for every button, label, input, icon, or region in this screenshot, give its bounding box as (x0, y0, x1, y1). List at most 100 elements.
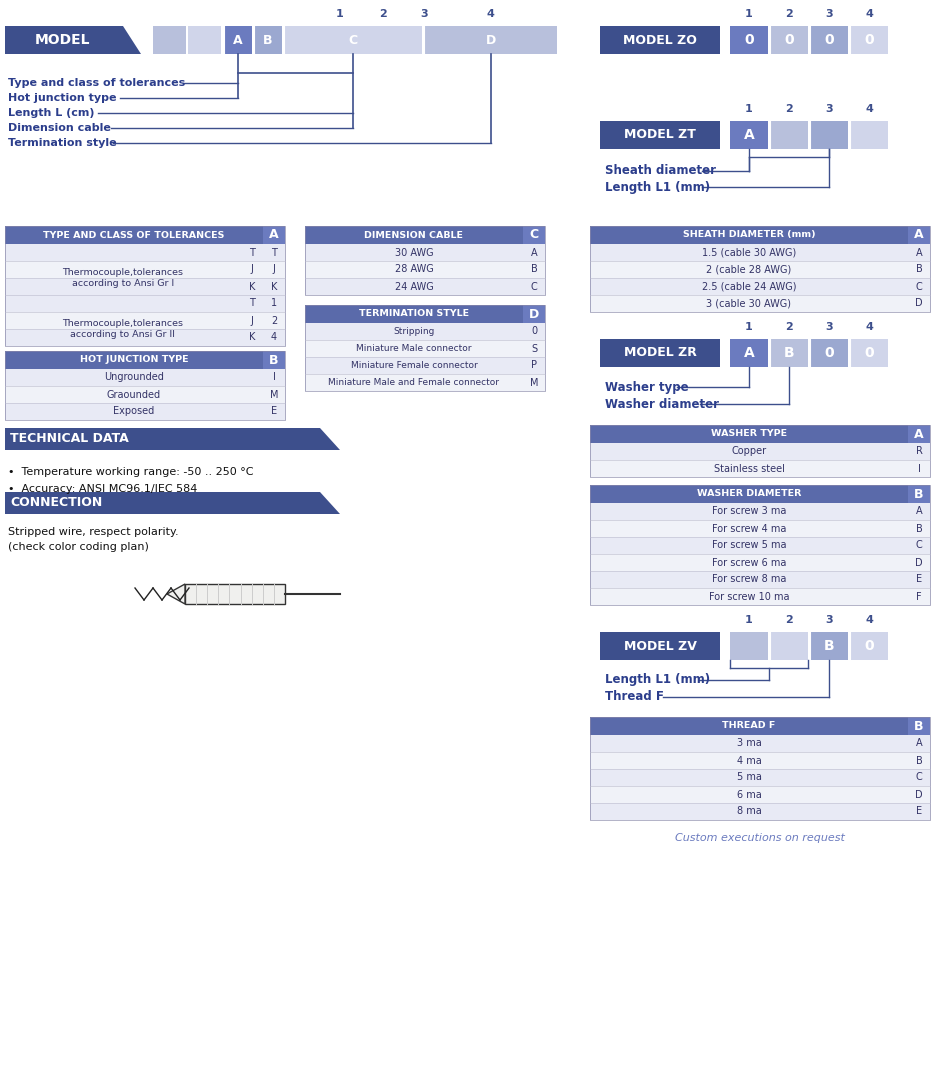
Bar (599, 339, 719, 368)
Text: E: E (915, 574, 921, 585)
Bar (263, 226, 285, 244)
Bar (241, 312, 263, 329)
Bar (599, 121, 719, 149)
Text: C: C (529, 228, 538, 241)
Bar (263, 261, 285, 278)
Text: Washer diameter: Washer diameter (605, 398, 718, 411)
Text: 2: 2 (784, 9, 792, 19)
Bar (809, 26, 847, 54)
Text: 1: 1 (744, 615, 752, 625)
Bar (590, 443, 907, 461)
Text: 4: 4 (864, 9, 872, 19)
Bar (263, 295, 285, 312)
Text: THREAD F: THREAD F (722, 721, 775, 731)
Bar (907, 588, 929, 605)
Bar (305, 226, 522, 244)
Text: Custom executions on request: Custom executions on request (674, 833, 844, 843)
Bar (522, 341, 545, 357)
Bar (590, 295, 907, 312)
Text: 5 ma: 5 ma (736, 773, 761, 783)
Bar (305, 305, 522, 323)
Text: D: D (914, 298, 922, 308)
Bar (590, 226, 929, 312)
Text: T: T (249, 248, 255, 257)
Text: Dimension cable: Dimension cable (8, 123, 110, 133)
Bar (590, 717, 929, 820)
Bar (907, 769, 929, 786)
Bar (263, 244, 285, 261)
Text: DIMENSION CABLE: DIMENSION CABLE (364, 230, 463, 240)
Bar (907, 503, 929, 520)
Text: Ungrounded: Ungrounded (104, 373, 164, 383)
Text: 3 (cable 30 AWG): 3 (cable 30 AWG) (706, 298, 791, 308)
Bar (263, 403, 285, 421)
Bar (522, 244, 545, 261)
Bar (590, 571, 907, 588)
Bar (5, 278, 241, 295)
Text: SHEATH DIAMETER (mm): SHEATH DIAMETER (mm) (682, 230, 814, 240)
Bar (522, 226, 545, 244)
Text: B: B (914, 756, 921, 765)
Text: A: A (914, 507, 921, 517)
Text: D: D (486, 34, 495, 46)
Bar (263, 278, 285, 295)
Bar (188, 26, 221, 54)
Bar (5, 295, 241, 312)
Text: MODEL ZV: MODEL ZV (622, 640, 695, 653)
Text: 0: 0 (743, 34, 753, 46)
Text: 2: 2 (784, 615, 792, 625)
Text: T: T (271, 248, 277, 257)
Text: 0: 0 (863, 34, 873, 46)
Bar (263, 386, 285, 403)
Text: 2: 2 (784, 322, 792, 332)
Text: For screw 8 ma: For screw 8 ma (711, 574, 785, 585)
Bar (599, 632, 719, 660)
Text: J: J (250, 265, 253, 275)
Bar (907, 485, 929, 503)
Text: I: I (916, 464, 919, 473)
Bar (907, 537, 929, 553)
Text: For screw 3 ma: For screw 3 ma (711, 507, 785, 517)
Text: A: A (743, 128, 753, 142)
Text: K: K (271, 281, 277, 292)
Text: WASHER TYPE: WASHER TYPE (710, 429, 786, 439)
Bar (907, 461, 929, 477)
Bar (769, 339, 807, 368)
Bar (305, 341, 522, 357)
Bar (729, 121, 768, 149)
Bar (907, 261, 929, 278)
Text: •  Accuracy: ANSI MC96.1/IEC 584: • Accuracy: ANSI MC96.1/IEC 584 (8, 484, 197, 494)
Text: 1: 1 (744, 104, 752, 114)
Bar (424, 26, 556, 54)
Bar (241, 278, 263, 295)
Bar (590, 425, 929, 477)
Bar (849, 339, 887, 368)
Bar (263, 329, 285, 346)
Text: Thermocouple,tolerances
according to Ansi Gr II: Thermocouple,tolerances according to Ans… (63, 319, 183, 338)
Bar (907, 226, 929, 244)
Text: S: S (531, 344, 536, 353)
Text: D: D (528, 307, 538, 320)
Text: Exposed: Exposed (113, 406, 154, 416)
Text: 0: 0 (863, 639, 873, 653)
Bar (809, 121, 847, 149)
Text: 3: 3 (825, 615, 832, 625)
Bar (305, 374, 522, 391)
Text: A: A (914, 248, 921, 257)
Bar (305, 261, 522, 278)
Text: Type and class of tolerances: Type and class of tolerances (8, 78, 185, 88)
Bar (241, 261, 263, 278)
Text: Length L (cm): Length L (cm) (8, 108, 95, 118)
Text: Sheath diameter: Sheath diameter (605, 164, 715, 177)
Text: TYPE AND CLASS OF TOLERANCES: TYPE AND CLASS OF TOLERANCES (43, 230, 225, 240)
Bar (907, 278, 929, 295)
Text: Copper: Copper (731, 446, 766, 456)
Text: 1: 1 (271, 298, 277, 308)
Bar (769, 26, 807, 54)
Bar (590, 485, 907, 503)
Text: 4: 4 (864, 322, 872, 332)
Bar (849, 121, 887, 149)
Bar (5, 428, 320, 450)
Bar (809, 339, 847, 368)
Text: For screw 6 ma: For screw 6 ma (711, 558, 785, 568)
